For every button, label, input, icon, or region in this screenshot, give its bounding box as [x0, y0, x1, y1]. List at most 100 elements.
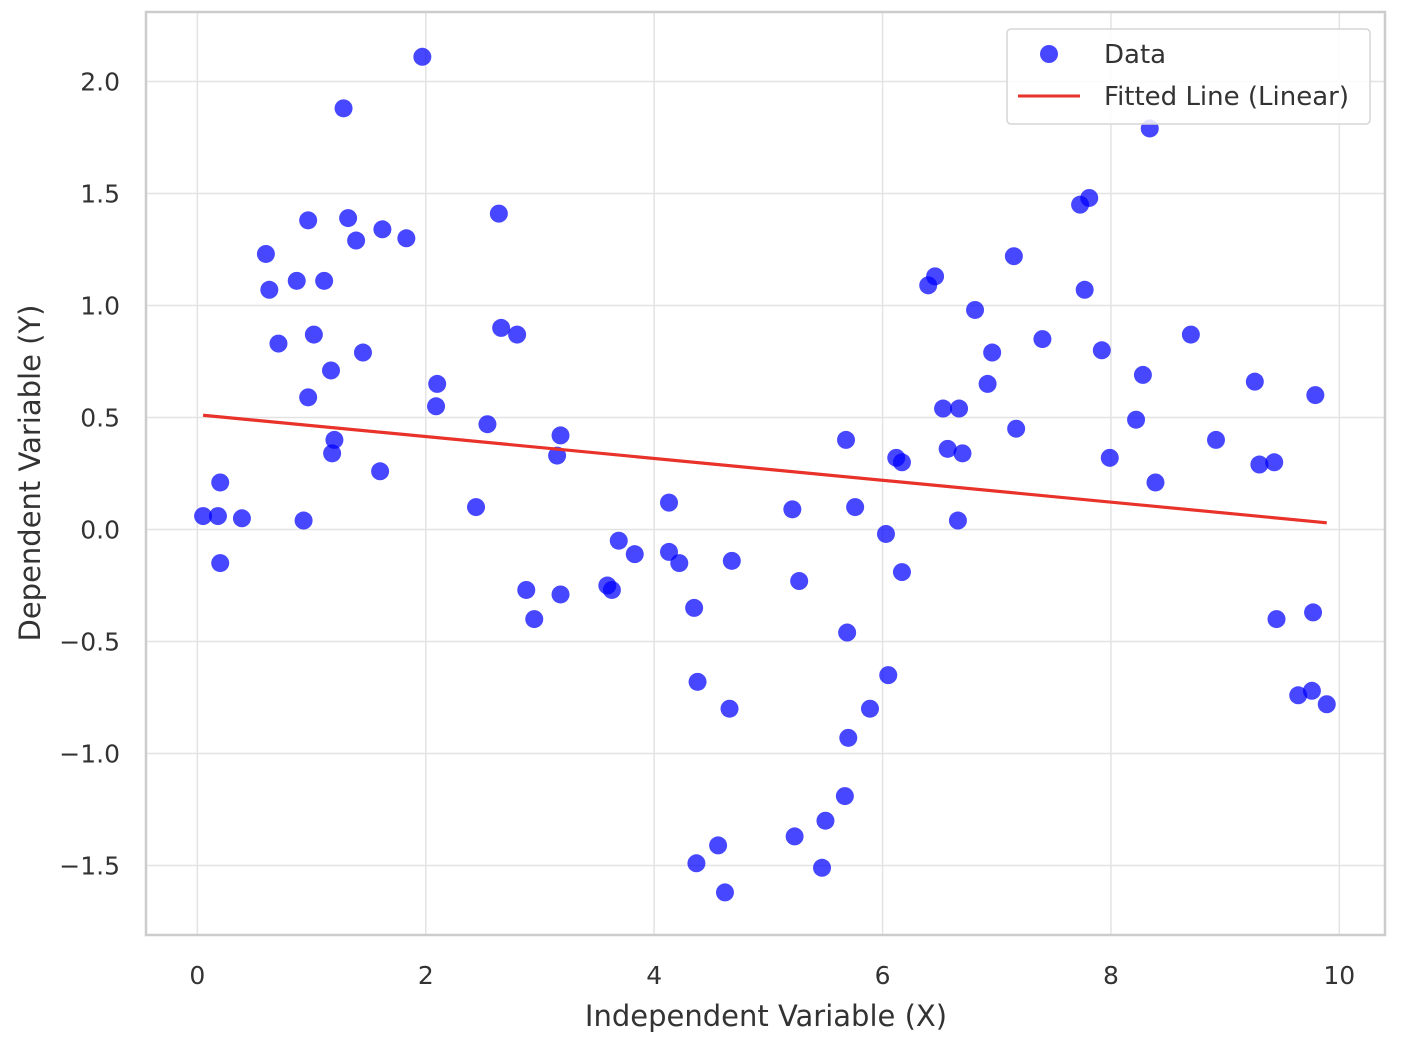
data-point	[334, 99, 353, 118]
data-point	[1100, 448, 1119, 467]
data-point	[1033, 330, 1052, 349]
x-tick-label: 10	[1323, 961, 1355, 990]
x-tick-label: 0	[189, 961, 205, 990]
y-tick-label: 2.0	[80, 67, 120, 96]
data-point	[339, 209, 358, 228]
data-point	[715, 883, 734, 902]
plot-area-frame	[144, 10, 1387, 937]
data-point	[1004, 247, 1023, 266]
data-point	[838, 623, 857, 642]
x-axis-label: Independent Variable (X)	[585, 999, 947, 1033]
data-point	[1181, 325, 1200, 344]
data-point	[525, 610, 544, 629]
data-point	[1306, 386, 1325, 405]
legend-marker-data	[1040, 45, 1058, 63]
legend-label-fitted-line: Fitted Line (Linear)	[1104, 82, 1349, 112]
data-point	[934, 399, 953, 418]
data-point	[1146, 473, 1165, 492]
data-point	[299, 211, 318, 230]
data-point	[467, 498, 486, 517]
y-tick-label: −1.5	[59, 852, 120, 881]
data-point	[1092, 341, 1111, 360]
data-point	[926, 267, 945, 286]
data-point	[208, 507, 227, 526]
data-point	[966, 300, 985, 319]
data-point	[492, 318, 511, 337]
data-point	[373, 220, 392, 239]
data-point	[321, 361, 340, 380]
data-point	[551, 426, 570, 445]
data-point	[325, 430, 344, 449]
data-point	[1133, 365, 1152, 384]
data-point	[517, 580, 536, 599]
data-point	[860, 699, 879, 718]
data-point	[508, 325, 527, 344]
data-point	[413, 47, 432, 66]
data-point	[602, 580, 621, 599]
data-point	[783, 500, 802, 519]
data-point	[260, 280, 279, 299]
data-point	[785, 827, 804, 846]
data-point	[1265, 453, 1284, 472]
data-point	[839, 728, 858, 747]
data-point	[709, 836, 728, 855]
y-tick-label: 1.5	[80, 179, 120, 208]
data-point	[1250, 455, 1269, 474]
data-point	[687, 854, 706, 873]
data-point	[837, 430, 856, 449]
data-point	[323, 444, 342, 463]
data-point	[1267, 610, 1286, 629]
x-tick-label: 6	[875, 961, 891, 990]
data-point	[304, 325, 323, 344]
data-point	[846, 498, 865, 517]
data-point	[1127, 410, 1146, 429]
y-axis-label: Dependent Variable (Y)	[13, 305, 47, 642]
data-point	[948, 511, 967, 530]
data-point	[194, 507, 213, 526]
y-tick-label: −0.5	[59, 628, 120, 657]
data-point	[1289, 686, 1308, 705]
data-point	[660, 493, 679, 512]
data-point	[353, 343, 372, 362]
grid-lines	[146, 12, 1385, 935]
data-point	[685, 598, 704, 617]
data-point	[315, 271, 334, 290]
data-point	[892, 563, 911, 582]
data-point	[1080, 188, 1099, 207]
data-point	[938, 439, 957, 458]
x-tick-label: 4	[646, 961, 662, 990]
data-point	[983, 343, 1002, 362]
data-point	[1245, 372, 1264, 391]
data-point	[722, 551, 741, 570]
data-point	[790, 572, 809, 591]
data-point	[294, 511, 313, 530]
data-point	[950, 399, 969, 418]
data-point	[1304, 603, 1323, 622]
data-point	[609, 531, 628, 550]
fitted-line-layer	[202, 413, 1327, 525]
data-point	[427, 397, 446, 416]
legend-box	[1006, 28, 1371, 125]
y-tick-label: 1.0	[80, 291, 120, 320]
data-point	[876, 524, 895, 543]
data-point	[688, 672, 707, 691]
data-point	[551, 585, 570, 604]
data-point	[428, 374, 447, 393]
data-point	[879, 666, 898, 685]
data-point	[256, 244, 275, 263]
data-point	[478, 415, 497, 434]
data-point	[489, 204, 508, 223]
data-point	[287, 271, 306, 290]
data-point	[978, 374, 997, 393]
legend-label-data: Data	[1104, 40, 1166, 70]
data-point	[720, 699, 739, 718]
data-point	[1317, 695, 1336, 714]
data-point	[211, 473, 230, 492]
data-point	[1302, 681, 1321, 700]
x-tick-labels: 0 2 4 6 8 10	[189, 961, 1355, 990]
data-point	[1075, 280, 1094, 299]
y-tick-label: 0.5	[80, 403, 120, 432]
data-point	[299, 388, 318, 407]
data-point	[1206, 430, 1225, 449]
